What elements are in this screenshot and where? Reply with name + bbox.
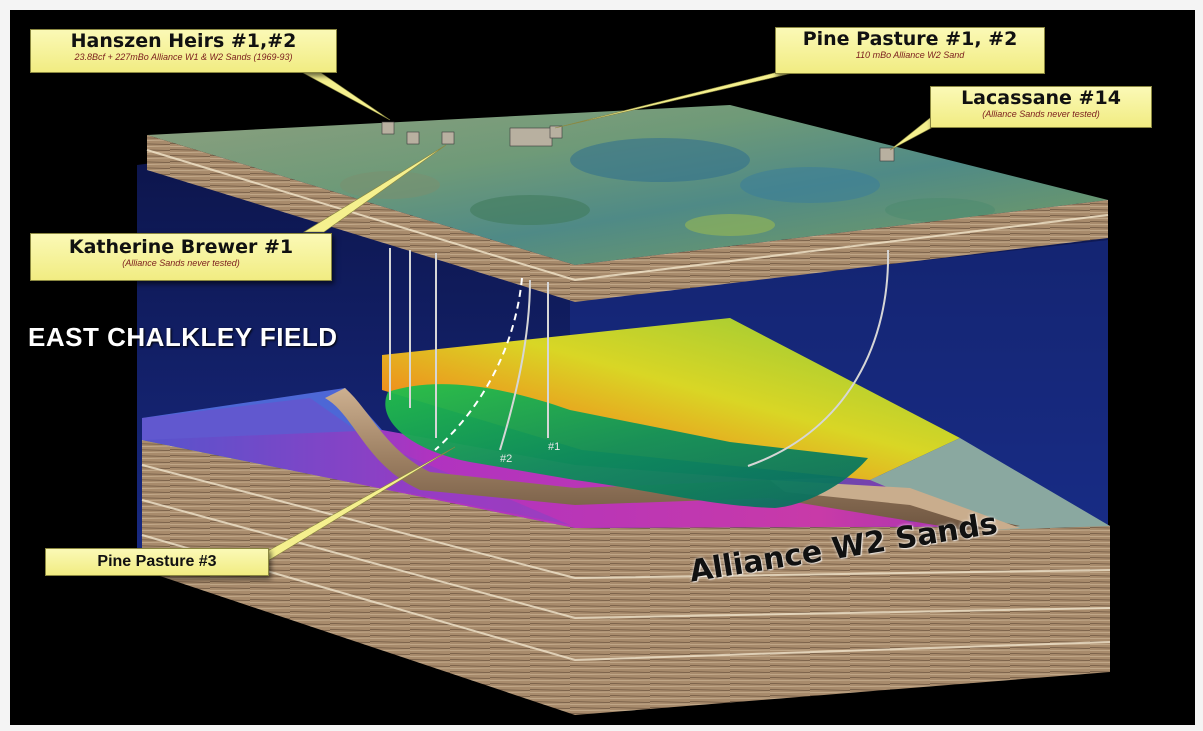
- strata-lines: [141, 464, 1111, 662]
- callout-pine-pasture-1-2: Pine Pasture #1, #2 110 mBo Alliance W2 …: [775, 27, 1045, 74]
- callout-pine-pasture-12-title: Pine Pasture #1, #2: [802, 28, 1018, 50]
- geology-block-diagram: #2 #1: [137, 67, 1111, 715]
- callout-katherine-brewer: Katherine Brewer #1 (Alliance Sands neve…: [30, 233, 332, 281]
- callout-pine-pasture-12-subtitle: 110 mBo Alliance W2 Sand: [855, 50, 965, 60]
- callout-pointers: [246, 67, 951, 563]
- lower-block-right-face: [575, 526, 1110, 715]
- callout-hanszen-title: Hanszen Heirs #1,#2: [70, 30, 297, 52]
- surface-left-face: [147, 135, 575, 302]
- structure-east-slope: [870, 438, 1110, 530]
- callout-lacassane-subtitle: (Alliance Sands never tested): [982, 109, 1100, 119]
- callout-lacassane-title: Lacassane #14: [961, 87, 1121, 109]
- structure-top: [382, 318, 960, 480]
- reservoir-zone: [385, 384, 868, 508]
- surface-right-face: [575, 200, 1108, 302]
- callout-lacassane: Lacassane #14 (Alliance Sands never test…: [930, 86, 1152, 128]
- callout-hanszen-heirs: Hanszen Heirs #1,#2 23.8Bcf + 227mBo All…: [30, 29, 337, 73]
- callout-katherine-title: Katherine Brewer #1: [68, 236, 294, 258]
- callout-pine-pasture-3-title: Pine Pasture #3: [97, 553, 217, 570]
- callout-hanszen-subtitle: 23.8Bcf + 227mBo Alliance W1 & W2 Sands …: [74, 52, 293, 62]
- diagram-canvas: #2 #1 Hanszen Heirs #1,#2 23.8Bcf + 227m…: [10, 10, 1195, 725]
- surface-strata-line: [146, 149, 1109, 282]
- sand-ribbon-east: [770, 480, 1020, 530]
- surface-texture: [340, 138, 995, 236]
- well-label-1: #1: [548, 441, 560, 453]
- well-label-2: #2: [500, 453, 512, 465]
- dashed-well-path: [434, 277, 523, 451]
- surface-top: [147, 105, 1108, 265]
- field-title: EAST CHALKLEY FIELD: [28, 322, 338, 352]
- callout-katherine-subtitle: (Alliance Sands never tested): [122, 258, 240, 268]
- callout-pine-pasture-3: Pine Pasture #3: [45, 548, 269, 576]
- well-bores: [389, 248, 890, 467]
- rig-icons: [381, 121, 895, 162]
